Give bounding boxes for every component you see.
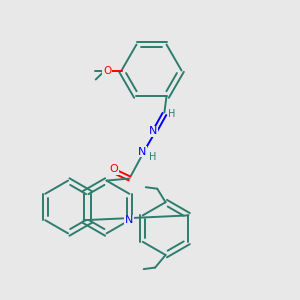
Text: N: N [149,126,157,136]
Text: N: N [138,147,146,157]
Text: H: H [149,152,157,162]
Text: H: H [168,109,175,119]
Text: N: N [125,215,133,225]
Text: O: O [110,164,118,175]
Text: O: O [103,65,111,76]
